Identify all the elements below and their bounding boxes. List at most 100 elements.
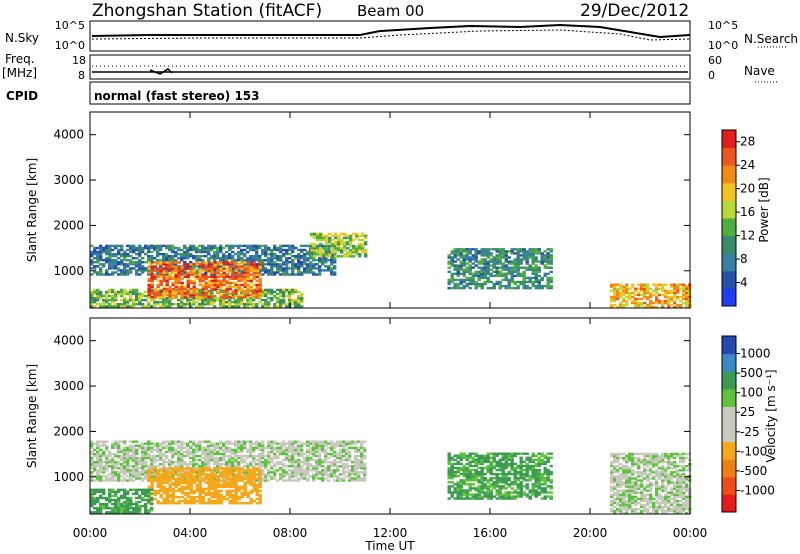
heatmap-cell xyxy=(150,267,154,270)
heatmap-cell xyxy=(249,471,253,474)
heatmap-cell xyxy=(625,303,629,307)
heatmap-cell xyxy=(480,276,484,280)
heatmap-cell xyxy=(162,287,166,291)
heatmap-cell xyxy=(117,507,121,510)
heatmap-cell xyxy=(171,481,175,484)
heatmap-cell xyxy=(144,469,148,472)
heatmap-cell xyxy=(363,448,367,452)
heatmap-cell xyxy=(357,446,361,449)
heatmap-cell xyxy=(318,477,322,480)
heatmap-cell xyxy=(114,473,118,476)
heatmap-cell xyxy=(225,291,229,295)
heatmap-cell xyxy=(489,286,493,290)
heatmap-cell xyxy=(504,260,508,263)
heatmap-cell xyxy=(117,444,121,447)
heatmap-cell xyxy=(534,252,538,255)
heatmap-cell xyxy=(249,479,253,482)
heatmap-cell xyxy=(213,442,217,445)
heatmap-cell xyxy=(147,296,151,299)
heatmap-cell xyxy=(210,454,214,458)
heatmap-cell xyxy=(246,244,250,248)
heatmap-cell xyxy=(135,496,139,500)
heatmap-cell xyxy=(120,475,124,478)
heatmap-cell xyxy=(255,263,259,266)
heatmap-cell xyxy=(447,481,451,484)
heatmap-cell xyxy=(111,469,115,472)
heatmap-cell xyxy=(330,261,334,264)
heatmap-cell xyxy=(228,475,232,478)
heatmap-cell xyxy=(450,252,454,255)
heatmap-cell xyxy=(613,303,617,307)
heatmap-cell xyxy=(252,477,256,480)
heatmap-cell xyxy=(339,456,343,460)
heatmap-cell xyxy=(249,301,253,304)
heatmap-cell xyxy=(528,254,532,257)
heatmap-cell xyxy=(117,290,121,294)
heatmap-cell xyxy=(258,265,262,268)
heatmap-cell xyxy=(489,489,493,492)
heatmap-cell xyxy=(114,246,118,250)
heatmap-cell xyxy=(159,273,163,276)
heatmap-cell xyxy=(234,467,238,470)
heatmap-cell xyxy=(459,250,463,253)
heatmap-cell xyxy=(249,491,253,495)
heatmap-cell xyxy=(640,303,644,307)
heatmap-cell xyxy=(498,248,502,251)
heatmap-cell xyxy=(231,448,235,452)
heatmap-cell xyxy=(186,246,190,250)
heatmap-cell xyxy=(513,260,517,263)
heatmap-cell xyxy=(516,286,520,290)
heatmap-cell xyxy=(141,305,145,308)
heatmap-cell xyxy=(162,487,166,491)
heatmap-cell xyxy=(279,273,283,276)
heatmap-cell xyxy=(153,277,157,280)
heatmap-cell xyxy=(351,467,355,470)
heatmap-cell xyxy=(237,293,241,297)
heatmap-cell xyxy=(661,285,665,288)
heatmap-cell xyxy=(640,297,644,301)
heatmap-cell xyxy=(318,448,322,452)
heatmap-cell xyxy=(210,273,214,276)
heatmap-cell xyxy=(471,282,475,286)
heatmap-cell xyxy=(513,266,517,269)
heatmap-cell xyxy=(171,469,175,472)
heatmap-cell xyxy=(216,298,220,302)
heatmap-cell xyxy=(294,301,298,304)
heatmap-cell xyxy=(456,491,460,494)
heatmap-cell xyxy=(474,282,478,286)
heatmap-cell xyxy=(186,481,190,484)
heatmap-cell xyxy=(252,475,256,478)
heatmap-cell xyxy=(360,471,364,474)
heatmap-cell xyxy=(168,259,172,262)
heatmap-cell xyxy=(168,257,172,260)
heatmap-cell xyxy=(273,294,277,298)
heatmap-cell xyxy=(210,458,214,462)
heatmap-cell xyxy=(213,281,217,285)
heatmap-cell xyxy=(219,305,223,308)
heatmap-cell xyxy=(361,238,365,242)
heatmap-cell xyxy=(279,452,283,456)
heatmap-cell xyxy=(501,284,505,288)
heatmap-cell xyxy=(328,244,332,248)
heatmap-cell xyxy=(114,492,118,496)
heatmap-cell xyxy=(303,442,307,445)
heatmap-cell xyxy=(141,452,145,456)
heatmap-cell xyxy=(225,257,229,260)
heatmap-cell xyxy=(321,440,325,443)
heatmap-cell xyxy=(309,469,313,472)
heatmap-cell xyxy=(306,259,310,262)
heatmap-cell xyxy=(318,446,322,449)
heatmap-cell xyxy=(228,495,232,499)
heatmap-cell xyxy=(516,266,520,269)
heatmap-cell xyxy=(634,299,638,303)
heatmap-cell xyxy=(288,440,292,443)
heatmap-cell xyxy=(261,298,265,302)
heatmap-cell xyxy=(141,292,145,296)
heatmap-cell xyxy=(498,274,502,278)
heatmap-cell xyxy=(222,463,226,466)
heatmap-cell xyxy=(129,454,133,458)
heatmap-cell xyxy=(195,301,199,304)
heatmap-cell xyxy=(306,252,310,256)
heatmap-cell xyxy=(216,254,220,258)
heatmap-cell xyxy=(625,301,629,305)
